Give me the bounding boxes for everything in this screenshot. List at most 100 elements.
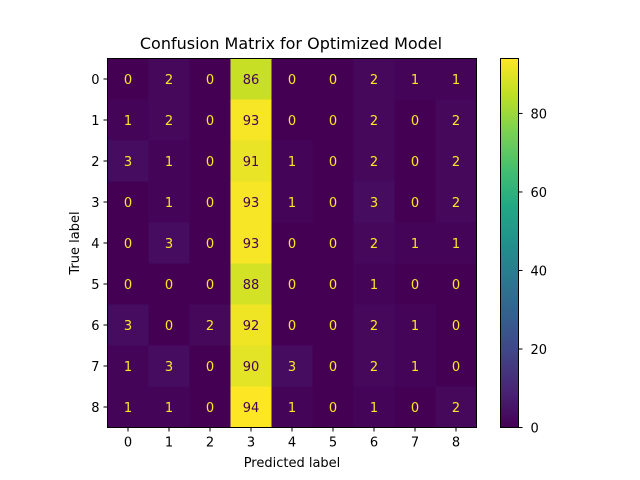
cell-value-label: 0 xyxy=(329,155,337,170)
cell-value-label: 2 xyxy=(452,401,460,416)
cell-value-label: 1 xyxy=(124,401,132,416)
heatmap-cell xyxy=(230,263,272,305)
chart-title: Confusion Matrix for Optimized Model xyxy=(140,34,442,53)
heatmap-cell-labels: 0 2 0 86 0 0 2 1 1 1 2 0 93 0 0 2 0 2 3 1 0 91 1 0 2 0 2 0 1 0 93 1 0 3 0 2… xyxy=(124,73,460,416)
cell-value-label: 0 xyxy=(411,401,419,416)
heatmap-cell xyxy=(107,58,149,100)
cell-value-label: 0 xyxy=(329,196,337,211)
heatmap-cell xyxy=(107,304,149,346)
cell-value-label: 0 xyxy=(329,401,337,416)
heatmap-cell xyxy=(353,58,395,100)
x-tick-label: 7 xyxy=(411,436,419,451)
cell-value-label: 1 xyxy=(370,401,378,416)
cell-value-label: 3 xyxy=(165,360,173,375)
cell-value-label: 1 xyxy=(411,237,419,252)
heatmap-cell xyxy=(189,304,231,346)
heatmap-cell xyxy=(189,222,231,264)
cell-value-label: 3 xyxy=(370,196,378,211)
heatmap-cell xyxy=(230,222,272,264)
y-tick-label: 4 xyxy=(91,237,99,252)
cell-value-label: 1 xyxy=(288,155,296,170)
cell-value-label: 0 xyxy=(206,401,214,416)
cell-value-label: 0 xyxy=(206,73,214,88)
heatmap-cell xyxy=(435,99,477,141)
heatmap-cell xyxy=(230,99,272,141)
heatmap-cell xyxy=(148,58,190,100)
cell-value-label: 0 xyxy=(124,196,132,211)
heatmap-cell xyxy=(189,386,231,428)
cell-value-label: 1 xyxy=(124,360,132,375)
heatmap-cell xyxy=(148,222,190,264)
x-tick-label: 8 xyxy=(452,436,460,451)
colorbar-tick-label: 60 xyxy=(531,186,548,201)
x-tick-label: 5 xyxy=(329,436,337,451)
cell-value-label: 0 xyxy=(452,278,460,293)
colorbar-tick-label: 40 xyxy=(531,264,548,279)
y-tick-label: 7 xyxy=(91,360,99,375)
heatmap-cell xyxy=(148,345,190,387)
heatmap-cell xyxy=(394,304,436,346)
heatmap-cell xyxy=(107,345,149,387)
cell-value-label: 2 xyxy=(452,155,460,170)
heatmap-cell xyxy=(312,181,354,223)
y-axis-ticks: 0 1 2 3 4 5 6 7 8 xyxy=(91,73,108,416)
y-tick-label: 3 xyxy=(91,196,99,211)
cell-value-label: 0 xyxy=(411,155,419,170)
cell-value-label: 0 xyxy=(206,237,214,252)
heatmap-cell xyxy=(230,140,272,182)
heatmap-cell xyxy=(435,140,477,182)
heatmap-cell xyxy=(312,99,354,141)
heatmap-cell xyxy=(271,181,313,223)
heatmap-cell xyxy=(107,386,149,428)
cell-value-label: 1 xyxy=(411,319,419,334)
cell-value-label: 92 xyxy=(243,319,260,334)
heatmap-cell xyxy=(189,58,231,100)
heatmap-cell xyxy=(271,345,313,387)
cell-value-label: 0 xyxy=(411,196,419,211)
heatmap-cell xyxy=(312,140,354,182)
heatmap-cell xyxy=(394,222,436,264)
cell-value-label: 0 xyxy=(329,319,337,334)
heatmap-cell xyxy=(189,140,231,182)
y-tick-label: 0 xyxy=(91,73,99,88)
heatmap-cell xyxy=(230,386,272,428)
heatmap-cell xyxy=(107,263,149,305)
heatmap-cell xyxy=(148,386,190,428)
cell-value-label: 1 xyxy=(288,196,296,211)
cell-value-label: 0 xyxy=(452,360,460,375)
cell-value-label: 2 xyxy=(370,114,378,129)
cell-value-label: 1 xyxy=(165,401,173,416)
cell-value-label: 94 xyxy=(243,401,260,416)
heatmap-cell xyxy=(189,99,231,141)
cell-value-label: 0 xyxy=(452,319,460,334)
cell-value-label: 90 xyxy=(243,360,260,375)
colorbar-tick-label: 20 xyxy=(531,343,548,358)
x-tick-label: 2 xyxy=(206,436,214,451)
cell-value-label: 1 xyxy=(411,73,419,88)
cell-value-label: 0 xyxy=(124,73,132,88)
cell-value-label: 1 xyxy=(411,360,419,375)
heatmap-cell xyxy=(353,140,395,182)
heatmap-cell xyxy=(394,386,436,428)
x-axis-ticks: 0 1 2 3 4 5 6 7 8 xyxy=(124,427,460,451)
heatmap-cell xyxy=(353,304,395,346)
heatmap-cell xyxy=(353,181,395,223)
cell-value-label: 0 xyxy=(206,278,214,293)
heatmap-cell xyxy=(353,99,395,141)
colorbar-ticks: 0 20 40 60 80 xyxy=(518,107,548,437)
cell-value-label: 1 xyxy=(165,196,173,211)
heatmap-cell xyxy=(435,263,477,305)
heatmap-cell xyxy=(148,304,190,346)
cell-value-label: 2 xyxy=(452,114,460,129)
heatmap-cell xyxy=(312,345,354,387)
cell-value-label: 1 xyxy=(124,114,132,129)
cell-value-label: 3 xyxy=(288,360,296,375)
heatmap-cell xyxy=(271,263,313,305)
cell-value-label: 0 xyxy=(329,278,337,293)
heatmap-cell xyxy=(435,181,477,223)
x-tick-label: 0 xyxy=(124,436,132,451)
cell-value-label: 0 xyxy=(206,196,214,211)
heatmap-cell xyxy=(394,58,436,100)
cell-value-label: 3 xyxy=(165,237,173,252)
heatmap-cell xyxy=(312,304,354,346)
